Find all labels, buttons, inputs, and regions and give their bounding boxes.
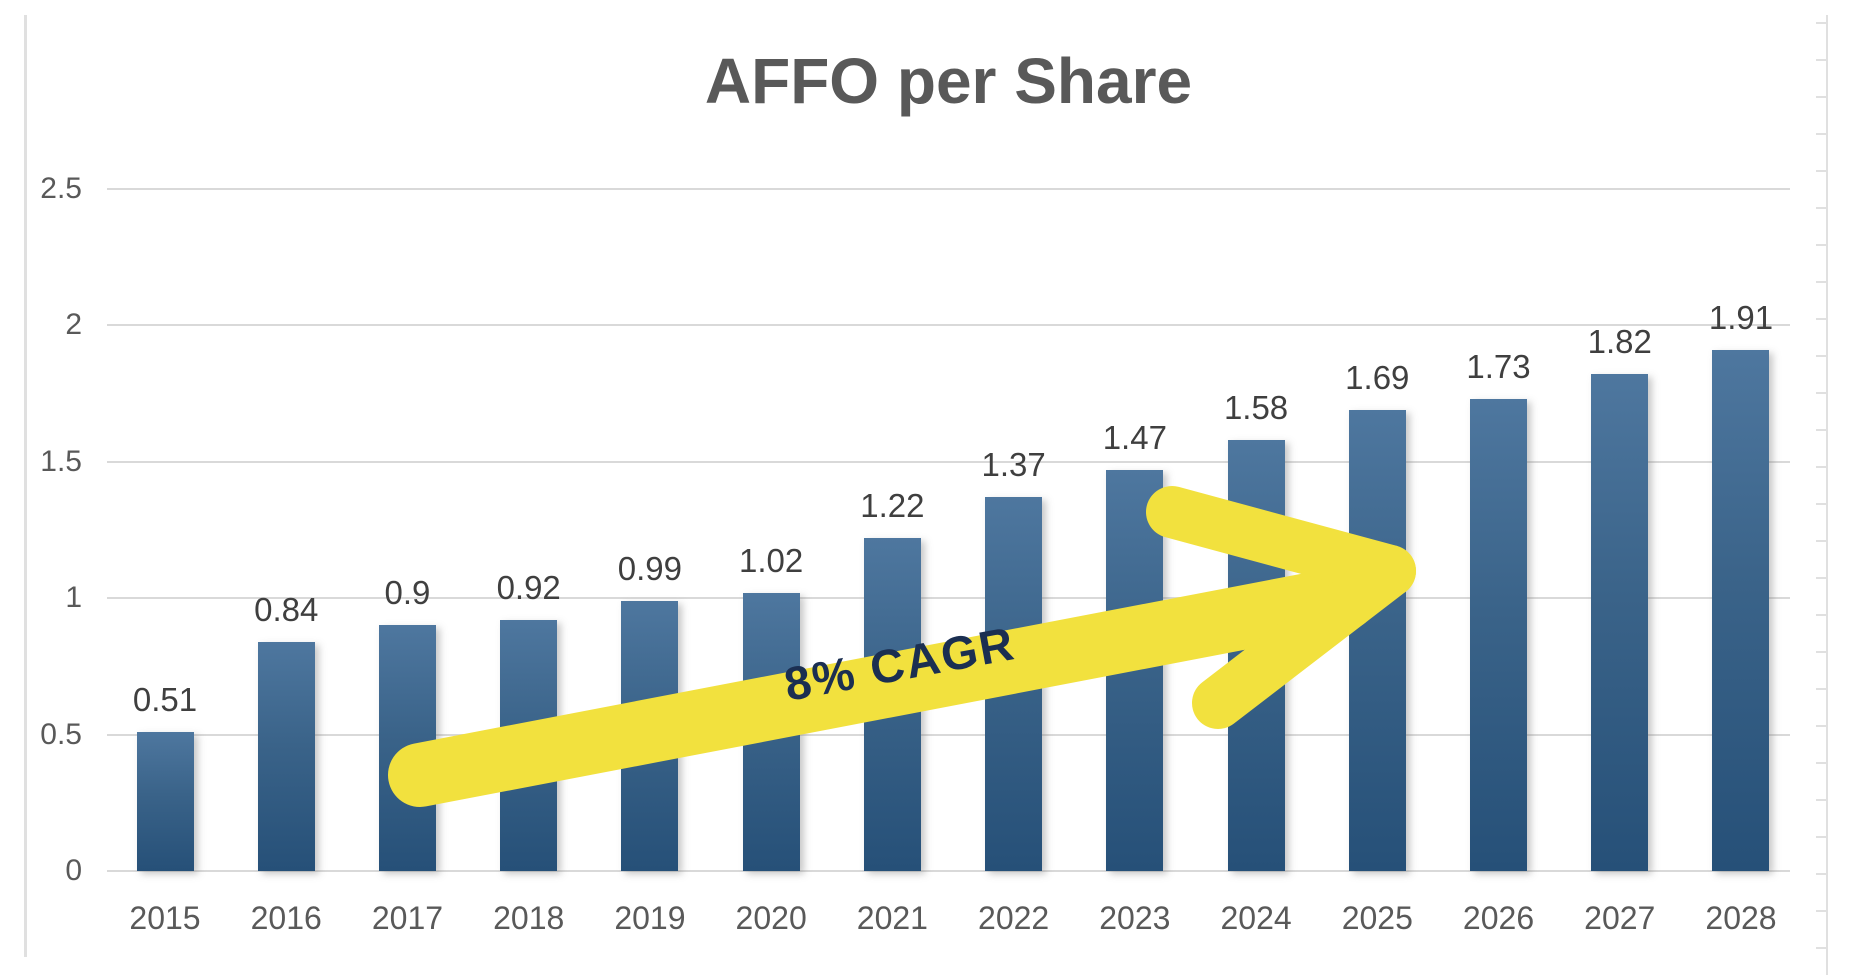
right-axis-minor-tick <box>1816 281 1827 283</box>
x-tick-label-2025: 2025 <box>1341 900 1413 936</box>
right-axis-minor-tick <box>1816 22 1827 24</box>
right-axis-minor-tick <box>1816 207 1827 209</box>
right-axis-minor-tick <box>1816 429 1827 431</box>
x-tick-label-2022: 2022 <box>978 900 1050 936</box>
x-tick-label-2027: 2027 <box>1584 900 1656 936</box>
bar-2026 <box>1470 398 1528 871</box>
bar-value-label-2025: 1.69 <box>1345 358 1410 396</box>
right-axis-minor-tick <box>1816 614 1827 616</box>
right-axis-minor-tick <box>1816 873 1827 875</box>
x-tick-label-2020: 2020 <box>735 900 807 936</box>
bar-value-label-2024: 1.58 <box>1223 388 1289 426</box>
right-axis-minor-tick <box>1816 725 1827 727</box>
gridline <box>107 597 1790 599</box>
right-axis-minor-tick <box>1816 170 1827 172</box>
bar-2016 <box>257 641 315 871</box>
right-axis-minor-tick <box>1816 318 1827 320</box>
x-axis-baseline <box>107 870 1790 872</box>
gridline <box>107 187 1790 190</box>
y-tick-label: 2.5 <box>40 171 82 205</box>
right-axis-minor-tick <box>1816 392 1827 394</box>
right-axis-minor-tick <box>1816 910 1827 912</box>
right-axis-minor-tick <box>1816 799 1827 801</box>
right-axis-minor-tick <box>1816 762 1827 764</box>
bar-2025 <box>1348 409 1406 871</box>
x-tick-label-2018: 2018 <box>493 900 565 936</box>
bar-value-label-2015: 0.51 <box>132 680 198 718</box>
right-axis-minor-tick <box>1816 540 1827 542</box>
x-tick-label-2016: 2016 <box>250 900 322 936</box>
bar-value-label-2020: 1.02 <box>739 541 804 579</box>
right-axis-minor-tick <box>1816 244 1827 246</box>
bar-value-label-2026: 1.73 <box>1466 347 1531 385</box>
bar-value-label-2016: 0.84 <box>254 590 319 628</box>
right-axis-minor-tick <box>1816 59 1827 61</box>
chart-left-border <box>24 15 27 957</box>
right-axis-minor-tick <box>1816 688 1827 690</box>
cagr-arrow-shaft <box>388 566 1377 807</box>
x-tick-label-2028: 2028 <box>1705 900 1777 936</box>
y-tick-label: 0 <box>65 854 82 887</box>
bar-value-label-2027: 1.82 <box>1587 323 1652 361</box>
gridline <box>107 733 1790 736</box>
chart-right-border <box>1826 15 1828 975</box>
x-tick-label-2023: 2023 <box>1099 900 1171 936</box>
right-axis-minor-tick <box>1816 96 1827 98</box>
x-tick-label-2019: 2019 <box>614 900 686 936</box>
y-tick-label: 2 <box>65 308 82 341</box>
bar-2015 <box>136 731 194 871</box>
chart-title: AFFO per Share <box>704 45 1193 117</box>
bar-value-label-2019: 0.99 <box>617 549 683 587</box>
bar-2027 <box>1591 374 1649 871</box>
right-axis-minor-tick <box>1816 466 1827 468</box>
x-tick-label-2021: 2021 <box>856 900 928 936</box>
bar-value-label-2018: 0.92 <box>496 568 561 606</box>
bar-value-label-2028: 1.91 <box>1708 298 1774 336</box>
bar-value-label-2021: 1.22 <box>860 486 925 524</box>
bar-value-label-2023: 1.47 <box>1102 418 1167 456</box>
x-tick-label-2026: 2026 <box>1462 900 1535 936</box>
gridline <box>107 324 1790 326</box>
right-axis-minor-tick <box>1816 503 1827 505</box>
cagr-arrow-barb-top <box>1146 486 1416 597</box>
right-axis-minor-tick <box>1816 947 1827 949</box>
bar-2028 <box>1712 349 1770 871</box>
right-axis-minor-tick <box>1816 355 1827 357</box>
y-tick-label: 1.5 <box>40 444 82 478</box>
x-tick-label-2017: 2017 <box>371 900 444 936</box>
x-tick-label-2015: 2015 <box>129 900 201 936</box>
right-axis-minor-tick <box>1816 133 1827 135</box>
y-tick-label: 0.5 <box>40 717 82 751</box>
gridline <box>107 460 1790 463</box>
right-axis-minor-tick <box>1816 577 1827 579</box>
bar-value-label-2017: 0.9 <box>384 574 431 612</box>
x-tick-label-2024: 2024 <box>1220 900 1292 936</box>
y-tick-label: 1 <box>65 581 82 614</box>
right-axis-minor-tick <box>1816 836 1827 838</box>
bar-value-label-2022: 1.37 <box>981 445 1046 483</box>
cagr-arrow-barb-bottom <box>1192 545 1416 729</box>
right-axis-minor-tick <box>1816 651 1827 653</box>
